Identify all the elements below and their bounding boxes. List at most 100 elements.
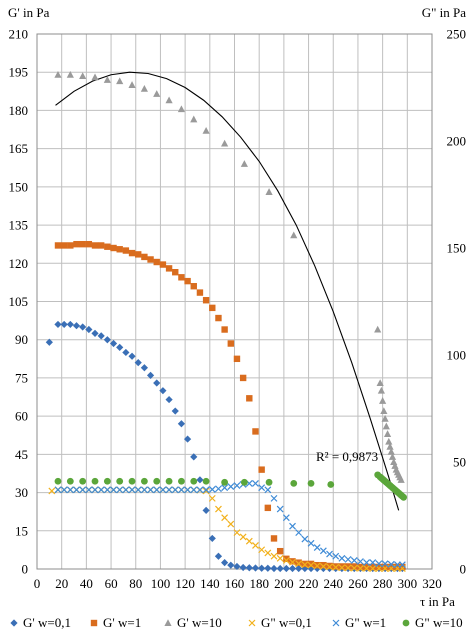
data-point <box>381 563 389 571</box>
data-point <box>258 466 265 473</box>
data-point <box>319 547 327 555</box>
data-point <box>227 520 235 528</box>
data-point <box>301 535 309 543</box>
data-point <box>338 564 346 572</box>
legend-marker <box>332 619 340 627</box>
legend-marker <box>90 619 98 627</box>
data-point <box>196 289 204 296</box>
x-tick-label: 160 <box>225 576 245 591</box>
y-left-tick-label: 180 <box>9 103 29 118</box>
data-point <box>383 430 392 437</box>
x-tick-label: 220 <box>299 576 319 591</box>
data-point <box>208 494 216 502</box>
data-point <box>282 514 290 522</box>
data-point <box>190 283 197 290</box>
data-point <box>363 563 370 571</box>
x-tick-label: 20 <box>55 576 68 591</box>
data-point <box>363 559 371 567</box>
data-point <box>326 562 333 570</box>
data-point <box>122 247 130 254</box>
legend-item-2: G' w=10 <box>164 615 222 630</box>
data-point <box>214 552 223 560</box>
data-point <box>307 539 315 547</box>
data-point <box>165 265 173 272</box>
data-point <box>276 547 284 555</box>
data-point <box>387 560 395 568</box>
data-point <box>196 476 204 484</box>
data-point <box>227 561 235 569</box>
data-point <box>295 559 302 566</box>
x-tick-label: 280 <box>373 576 393 591</box>
legend-marker <box>402 619 410 627</box>
data-point <box>128 352 136 360</box>
data-point <box>190 477 198 485</box>
data-point <box>91 242 99 249</box>
legend-marker <box>164 619 172 626</box>
data-point <box>208 485 216 493</box>
data-point <box>66 486 74 494</box>
data-point <box>221 514 229 522</box>
data-point <box>374 325 382 333</box>
x-tick-label: 80 <box>129 576 142 591</box>
data-point <box>233 529 241 537</box>
data-point <box>327 481 335 488</box>
data-point <box>141 253 148 261</box>
data-point <box>245 537 253 545</box>
x-tick-label: 240 <box>324 576 344 591</box>
x-tick-label: 100 <box>151 576 171 591</box>
data-point <box>66 320 74 329</box>
plot-area-border <box>36 33 433 570</box>
data-point <box>252 542 259 549</box>
data-point <box>283 555 290 563</box>
data-point <box>60 242 68 249</box>
data-point <box>153 486 161 494</box>
data-point <box>79 323 87 331</box>
data-point <box>72 322 81 330</box>
data-point <box>375 560 383 568</box>
y-left-tick-label: 90 <box>15 332 28 347</box>
data-point <box>369 563 376 571</box>
legend-item-1: G' w=1 <box>90 615 141 630</box>
data-point <box>97 242 105 249</box>
data-point <box>313 544 321 552</box>
y-right-tick-label: 0 <box>460 562 467 577</box>
legend-label: G' w=1 <box>103 615 141 630</box>
data-point <box>54 477 62 485</box>
data-point <box>264 549 272 557</box>
data-point <box>85 240 93 248</box>
data-point <box>227 483 235 491</box>
data-point <box>344 555 352 563</box>
data-point <box>104 243 111 250</box>
data-point <box>233 482 241 489</box>
data-point <box>326 563 333 571</box>
legend-label: G" w=10 <box>415 615 463 630</box>
data-point <box>344 564 352 572</box>
data-point <box>183 435 192 443</box>
data-point <box>165 395 173 404</box>
y-left-tick-label: 165 <box>9 141 29 156</box>
data-point <box>344 563 352 570</box>
data-point <box>301 561 309 569</box>
legend-item-3: G" w=0,1 <box>248 615 312 630</box>
x-tick-label: 260 <box>348 576 368 591</box>
data-point <box>171 407 179 415</box>
data-point <box>326 550 333 558</box>
data-point <box>103 336 111 344</box>
data-point <box>319 563 327 570</box>
y-left-tick-label: 15 <box>15 523 28 538</box>
data-point <box>140 364 148 372</box>
legend-label: G" w=0,1 <box>261 615 312 630</box>
data-point <box>153 90 161 97</box>
data-point <box>221 559 229 567</box>
data-point <box>258 484 266 492</box>
data-point <box>400 493 408 501</box>
data-point <box>103 486 111 494</box>
data-point <box>79 72 87 80</box>
data-point <box>128 486 136 494</box>
legend-label: G" w=1 <box>345 615 386 630</box>
data-point <box>116 246 123 253</box>
x-tick-label: 140 <box>200 576 220 591</box>
data-point <box>79 477 87 485</box>
data-point <box>397 476 405 483</box>
